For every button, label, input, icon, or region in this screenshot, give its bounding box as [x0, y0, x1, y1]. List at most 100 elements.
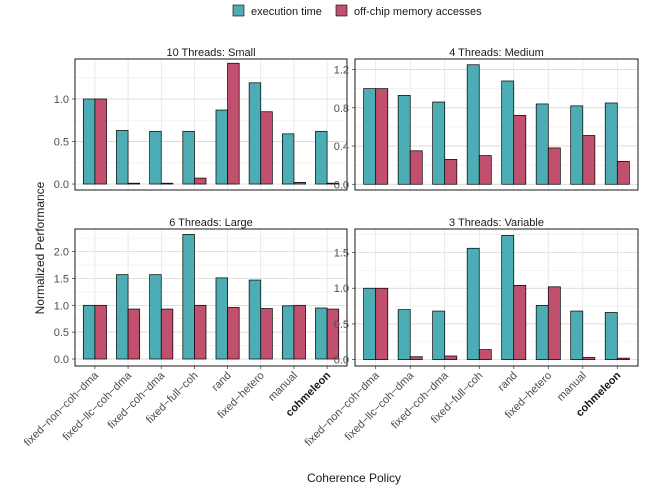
bar-off-chip-memory-accesses-manual — [293, 304, 306, 360]
bar-execution-time-cohmeleon — [315, 307, 328, 360]
y-tick-label: 1.5 — [334, 248, 349, 260]
bar-off-chip-memory-accesses-cohmeleon — [616, 160, 630, 185]
y-tick-label: 0.0 — [54, 179, 69, 191]
y-tick-label: 0.0 — [334, 179, 349, 191]
legend-swatch-off-chip-memory-accesses — [335, 4, 348, 17]
y-tick-label: 0.4 — [334, 141, 349, 153]
bar-off-chip-memory-accesses-fixed-hetero — [260, 308, 273, 360]
bar-execution-time-fixed-coh-dma — [432, 101, 446, 185]
bar-execution-time-fixed-hetero — [535, 103, 549, 185]
bar-execution-time-fixed-full-coh — [182, 130, 195, 185]
bar-off-chip-memory-accesses-fixed-hetero — [547, 147, 561, 185]
legend-label-execution-time: execution time — [251, 6, 322, 18]
bar-off-chip-memory-accesses-fixed-full-coh — [194, 177, 207, 185]
bar-off-chip-memory-accesses-fixed-hetero — [260, 111, 273, 185]
bar-off-chip-memory-accesses-fixed-llc-coh-dma — [409, 150, 423, 185]
bar-execution-time-rand — [215, 277, 228, 360]
y-tick-label: 0.5 — [54, 137, 69, 149]
panel-frame — [354, 228, 639, 367]
bar-off-chip-memory-accesses-fixed-non-coh-dma — [375, 88, 389, 185]
panel-10-threads-small: 10 Threads: Small 0.0 0.5 1.0 — [54, 47, 348, 191]
panel-frame — [354, 58, 639, 191]
panel-6-threads-large: 6 Threads: Large0.00.51.01.52.0fixed−non… — [22, 217, 348, 449]
bar-execution-time-fixed-non-coh-dma — [363, 287, 377, 360]
bar-off-chip-memory-accesses-manual — [293, 181, 306, 185]
bar-off-chip-memory-accesses-manual — [582, 357, 596, 360]
bar-off-chip-memory-accesses-fixed-hetero — [547, 286, 561, 360]
y-tick-label: 0.5 — [54, 327, 69, 339]
bar-execution-time-rand — [501, 80, 515, 185]
panel-4-threads-medium: 4 Threads: Medium 0.0 0.4 0.8 1.2 — [334, 47, 639, 191]
bar-off-chip-memory-accesses-fixed-coh-dma — [444, 159, 458, 185]
bar-execution-time-fixed-hetero — [535, 304, 549, 360]
bar-execution-time-fixed-coh-dma — [149, 274, 162, 360]
bar-execution-time-fixed-non-coh-dma — [82, 304, 96, 360]
x-tick-label: manual — [555, 370, 589, 404]
bar-off-chip-memory-accesses-fixed-coh-dma — [160, 182, 174, 185]
bar-off-chip-memory-accesses-fixed-full-coh — [478, 349, 492, 360]
bar-execution-time-fixed-coh-dma — [149, 130, 162, 185]
panel-title: 3 Threads: Variable — [449, 217, 544, 229]
panel-frame — [74, 58, 348, 191]
bar-off-chip-memory-accesses-manual — [582, 135, 596, 185]
bar-execution-time-cohmeleon — [604, 312, 618, 360]
y-tick-label: 2.0 — [54, 247, 69, 259]
y-tick-label: 1.0 — [334, 283, 349, 295]
panel-frame — [74, 228, 348, 367]
bar-off-chip-memory-accesses-fixed-non-coh-dma — [375, 287, 389, 360]
y-tick-label: 1.0 — [54, 94, 69, 106]
bar-execution-time-fixed-llc-coh-dma — [116, 274, 129, 360]
bar-execution-time-fixed-coh-dma — [432, 310, 446, 360]
y-tick-label: 0.5 — [334, 319, 349, 331]
x-tick-label: rand — [496, 370, 520, 394]
y-tick-label: 1.0 — [54, 300, 69, 312]
y-tick-label: 1.5 — [54, 273, 69, 285]
bar-execution-time-fixed-full-coh — [466, 64, 480, 185]
bar-off-chip-memory-accesses-cohmeleon — [326, 308, 340, 360]
bar-execution-time-fixed-hetero — [248, 279, 262, 360]
y-tick-label: 1.2 — [334, 65, 349, 77]
bar-execution-time-rand — [215, 109, 228, 185]
bar-off-chip-memory-accesses-cohmeleon — [616, 357, 630, 360]
bar-off-chip-memory-accesses-fixed-llc-coh-dma — [409, 356, 423, 360]
y-tick-label: 0.8 — [334, 103, 349, 115]
x-axis-title: Coherence Policy — [307, 471, 401, 485]
bar-execution-time-manual — [570, 310, 584, 360]
bar-off-chip-memory-accesses-cohmeleon — [326, 182, 340, 185]
panels: 10 Threads: Small 0.0 0.5 1.0 4 Threads: Med… — [22, 47, 639, 449]
bar-execution-time-manual — [281, 133, 295, 185]
bar-execution-time-cohmeleon — [315, 130, 328, 185]
y-tick-label: 0.0 — [54, 354, 69, 366]
bar-execution-time-cohmeleon — [604, 102, 618, 185]
bar-execution-time-manual — [281, 305, 295, 360]
bar-off-chip-memory-accesses-fixed-llc-coh-dma — [127, 308, 141, 360]
y-tick-label: 0.0 — [334, 355, 349, 367]
bar-execution-time-fixed-llc-coh-dma — [397, 309, 411, 360]
bar-execution-time-fixed-non-coh-dma — [363, 88, 377, 185]
bar-off-chip-memory-accesses-fixed-coh-dma — [160, 308, 174, 360]
bar-execution-time-fixed-llc-coh-dma — [116, 130, 129, 185]
bar-off-chip-memory-accesses-rand — [227, 62, 240, 185]
bar-execution-time-fixed-hetero — [248, 82, 262, 185]
x-tick-label: fixed−coh−dma — [106, 369, 168, 431]
bar-off-chip-memory-accesses-fixed-llc-coh-dma — [127, 182, 141, 185]
bar-off-chip-memory-accesses-rand — [513, 285, 527, 360]
bar-execution-time-fixed-llc-coh-dma — [397, 94, 411, 185]
legend-label-off-chip-memory-accesses: off-chip memory accesses — [354, 6, 482, 18]
bar-execution-time-fixed-non-coh-dma — [82, 98, 96, 185]
bar-execution-time-fixed-full-coh — [182, 234, 195, 360]
bar-off-chip-memory-accesses-fixed-non-coh-dma — [94, 98, 107, 185]
bar-execution-time-manual — [570, 105, 584, 185]
legend: execution time off-chip memory accesses — [232, 4, 482, 18]
bar-execution-time-fixed-full-coh — [466, 247, 480, 360]
bar-off-chip-memory-accesses-fixed-full-coh — [478, 155, 492, 185]
panel-title: 10 Threads: Small — [166, 47, 255, 59]
panel-title: 4 Threads: Medium — [449, 47, 544, 59]
y-axis-title: Normalized Performance — [33, 181, 47, 314]
bar-execution-time-rand — [501, 235, 515, 360]
bar-off-chip-memory-accesses-rand — [513, 115, 527, 185]
bar-off-chip-memory-accesses-fixed-non-coh-dma — [94, 304, 107, 360]
panel-title: 6 Threads: Large — [169, 217, 253, 229]
panel-3-threads-variable: 3 Threads: Variable0.00.51.01.5fixed−non… — [303, 217, 639, 449]
